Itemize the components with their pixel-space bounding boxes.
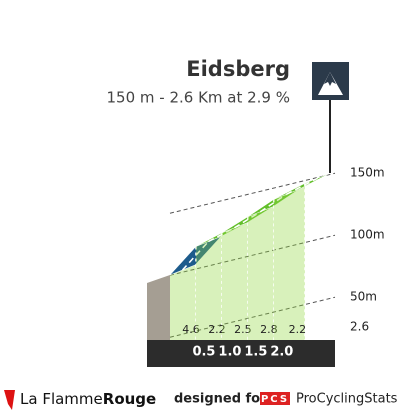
segment-front [195, 232, 222, 340]
chart-subtitle: 150 m - 2.6 Km at 2.9 % [106, 89, 290, 107]
x-tick-label: 1.0 [218, 345, 241, 360]
pcs-text: PCS [261, 394, 289, 405]
brand-light: La Flamme [20, 390, 103, 408]
pcs-logo [260, 392, 290, 405]
x-tick-label: 2.0 [270, 345, 293, 360]
segment-center [181, 240, 210, 271]
gradient-label: 2.2 [289, 323, 307, 336]
gradient-label: 2.5 [234, 323, 252, 336]
brand: La FlammeRouge [20, 390, 156, 408]
gradient-label: 2.2 [208, 323, 226, 336]
y-tick-label: 50m [350, 290, 377, 304]
site-name: ProCyclingStats [296, 392, 398, 407]
distance-band [147, 340, 335, 367]
gradient-label: 2.8 [260, 323, 278, 336]
x-tick-label: 0.5 [192, 345, 215, 360]
grid-line [169, 234, 336, 276]
segment-front [221, 216, 248, 340]
segment-center [259, 193, 287, 213]
x-tick-label: 1.5 [244, 345, 267, 360]
chart-title: Eidsberg [186, 57, 290, 81]
profile: 50m 100m 150m 4.6 2.2 2.5 2.8 2.2 0.5 1.0 1.5 2.0 2.… [147, 166, 385, 367]
segment-front [273, 183, 305, 340]
y-tick-label: 100m [350, 228, 385, 242]
segment-front [247, 199, 274, 340]
grid-line [169, 172, 336, 214]
grid-line [169, 296, 336, 338]
mountain-snow [324, 72, 336, 86]
designed-for: designed for [174, 392, 267, 407]
brand-bold: Rouge [103, 390, 156, 408]
gradient-label: 4.6 [182, 323, 200, 336]
segment-center [286, 177, 318, 196]
y-tick-label: 150m [350, 166, 385, 180]
x-end-label: 2.6 [350, 320, 369, 334]
profile-side [147, 275, 170, 340]
footer: La FlammeRouge designed for PCS ProCycli… [4, 390, 398, 410]
flame-logo [4, 390, 15, 410]
segment-center [234, 211, 261, 229]
